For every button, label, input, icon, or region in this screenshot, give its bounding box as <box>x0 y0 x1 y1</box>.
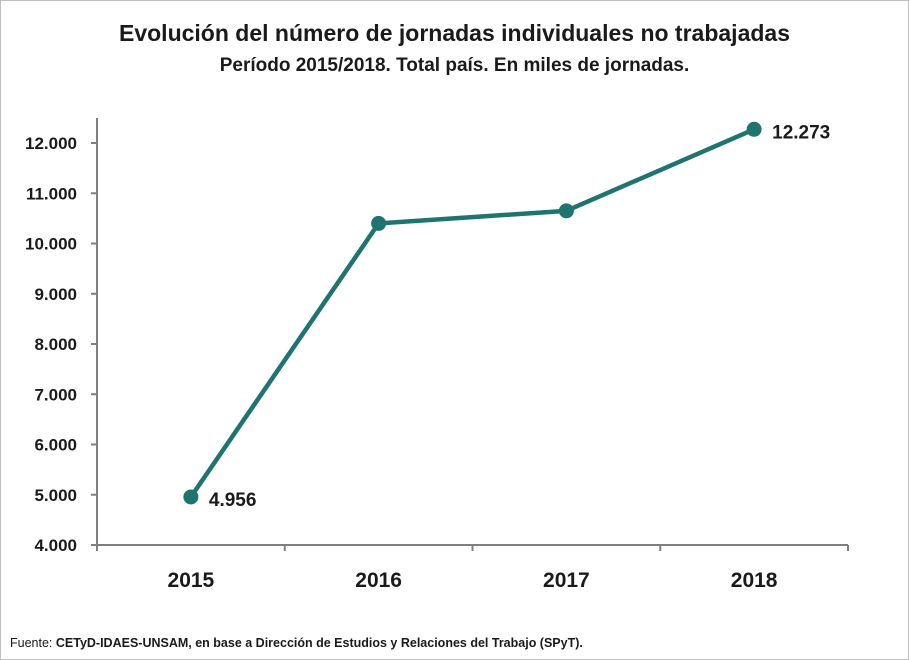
x-tick-label: 2016 <box>355 569 402 592</box>
y-tick-label: 7.000 <box>34 385 77 404</box>
y-tick-label: 9.000 <box>34 285 77 304</box>
footer-prefix: Fuente: <box>10 636 56 650</box>
y-tick-label: 11.000 <box>26 184 77 203</box>
y-tick-label: 12.000 <box>25 134 77 153</box>
y-tick-label: 8.000 <box>34 335 77 354</box>
chart-title: Evolución del número de jornadas individ… <box>119 20 790 46</box>
y-tick-label: 5.000 <box>34 486 77 505</box>
y-tick-label: 6.000 <box>34 436 77 455</box>
x-tick-label: 2018 <box>731 569 778 592</box>
series-line <box>183 121 762 505</box>
data-labels: 4.956 12.273 <box>209 122 830 511</box>
x-axis-labels: 2015 2016 2017 2018 <box>168 569 778 592</box>
chart-subtitle: Período 2015/2018. Total país. En miles … <box>219 55 690 76</box>
footer-source: CETyD-IDAES-UNSAM, en base a Dirección d… <box>55 636 583 650</box>
axes <box>96 118 849 551</box>
source-footnote: Fuente: CETyD-IDAES-UNSAM, en base a Dir… <box>10 636 583 650</box>
data-point <box>371 215 387 231</box>
x-tick-label: 2017 <box>543 569 590 592</box>
data-label: 12.273 <box>772 122 830 143</box>
y-tick-label: 10.000 <box>25 235 77 254</box>
data-point <box>558 203 574 219</box>
data-point <box>746 121 762 137</box>
y-axis-ticks: 4.000 5.000 6.000 7.000 8.000 9.000 10.000 11.0… <box>25 134 97 555</box>
series-line-path <box>189 127 756 499</box>
data-point <box>183 489 199 505</box>
x-tick-label: 2015 <box>168 569 215 592</box>
y-tick-label: 4.000 <box>34 536 77 555</box>
data-label: 4.956 <box>209 490 257 511</box>
